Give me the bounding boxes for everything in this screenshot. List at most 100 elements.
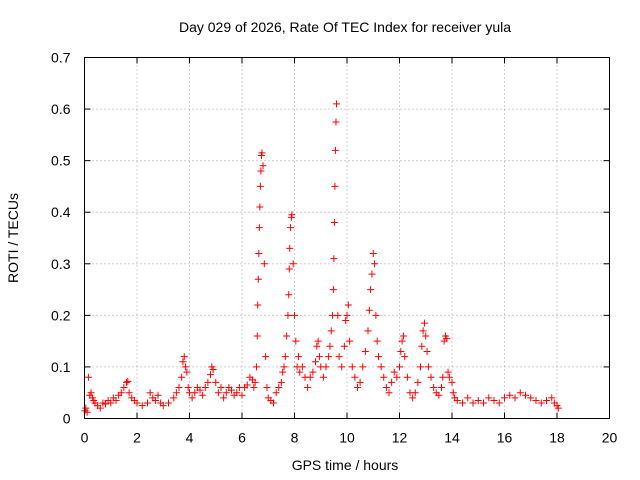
data-point	[280, 363, 288, 371]
data-point	[196, 386, 204, 394]
data-point	[279, 368, 287, 376]
x-axis-label: GPS time / hours	[292, 457, 399, 473]
data-point	[388, 378, 396, 386]
data-point	[256, 182, 264, 190]
data-point	[398, 337, 406, 345]
data-point	[516, 389, 524, 397]
data-point	[180, 353, 188, 361]
data-point	[335, 353, 343, 361]
y-tick-label: 0.4	[51, 204, 71, 220]
y-tick-labels: 0 0.1 0.2 0.3 0.4 0.5 0.6 0.7	[51, 50, 71, 427]
data-point	[144, 399, 151, 407]
data-point	[372, 311, 380, 319]
data-point	[306, 373, 314, 381]
x-tick-label: 14	[444, 430, 460, 446]
data-point	[409, 394, 417, 402]
y-tick-label: 0.2	[51, 307, 71, 323]
data-point	[326, 342, 334, 350]
data-point	[330, 219, 338, 227]
data-point	[419, 327, 427, 335]
y-tick-label: 0.5	[51, 153, 71, 169]
data-point	[217, 384, 225, 392]
data-point	[254, 275, 262, 283]
data-point	[373, 337, 381, 345]
data-point	[371, 260, 379, 268]
data-point	[354, 384, 361, 392]
data-point	[285, 291, 293, 299]
data-point	[179, 358, 187, 366]
data-point	[325, 353, 333, 361]
data-point	[220, 394, 228, 402]
data-point	[480, 399, 487, 407]
data-point	[396, 363, 403, 371]
x-tick-label: 8	[291, 430, 299, 446]
data-point	[369, 249, 377, 257]
x-tick-label: 4	[186, 430, 194, 446]
data-point	[159, 402, 167, 410]
x-tick-label: 12	[392, 430, 408, 446]
data-point	[178, 373, 186, 381]
data-point	[304, 384, 312, 392]
data-point	[382, 384, 390, 392]
data-point	[511, 394, 519, 402]
data-point	[356, 378, 364, 386]
data-point	[243, 381, 251, 389]
y-tick-label: 0.3	[51, 256, 71, 272]
data-point	[313, 342, 321, 350]
data-point	[270, 399, 277, 407]
data-point	[309, 368, 317, 376]
data-point	[191, 389, 199, 397]
data-point	[312, 358, 319, 366]
data-point	[233, 389, 241, 397]
data-point	[204, 378, 212, 386]
data-point	[255, 249, 263, 257]
data-point	[151, 396, 159, 404]
data-point	[361, 347, 369, 355]
data-point	[417, 363, 424, 371]
data-point	[238, 391, 246, 399]
data-point	[138, 402, 146, 410]
data-point	[427, 373, 435, 381]
data-point	[359, 363, 367, 371]
data-point	[423, 347, 431, 355]
data-point	[251, 378, 259, 386]
data-point	[283, 332, 291, 340]
data-point	[364, 327, 372, 335]
data-point	[286, 244, 294, 252]
data-point	[123, 378, 130, 386]
data-point	[124, 377, 132, 385]
data-point	[543, 396, 550, 404]
data-point	[260, 260, 268, 268]
y-tick-label: 0	[63, 411, 71, 427]
x-tick-label: 10	[339, 430, 355, 446]
data-point	[117, 389, 125, 397]
data-point	[448, 378, 456, 386]
data-point	[348, 363, 356, 371]
data-point	[422, 332, 430, 340]
data-point	[212, 378, 220, 386]
data-point	[222, 389, 230, 397]
data-point	[332, 118, 340, 126]
data-point	[288, 211, 296, 219]
data-point	[331, 182, 339, 190]
data-point	[554, 404, 562, 412]
data-point	[112, 396, 120, 404]
data-point	[262, 353, 270, 361]
data-point	[165, 399, 172, 407]
data-point	[146, 389, 154, 397]
data-point	[424, 363, 432, 371]
data-point	[327, 327, 335, 335]
data-point	[170, 394, 178, 402]
x-tick-label: 20	[602, 430, 618, 446]
x-tick-label: 16	[497, 430, 513, 446]
data-point	[96, 404, 104, 412]
data-point	[319, 373, 327, 381]
data-point	[464, 394, 472, 402]
data-point	[375, 353, 382, 361]
data-point	[314, 337, 322, 345]
data-point	[154, 391, 162, 399]
data-point	[346, 337, 354, 345]
data-point	[474, 396, 482, 404]
data-point	[495, 399, 503, 407]
